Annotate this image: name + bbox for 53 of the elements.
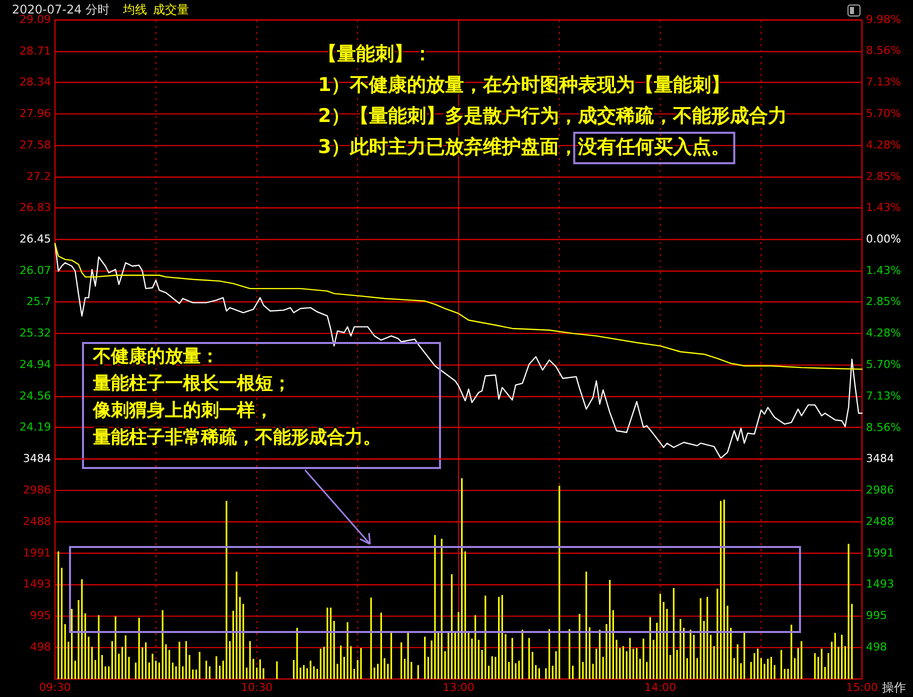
x-tick-label: 15:00 [846,681,878,694]
y-tick-label: 26.83 [20,200,51,214]
y2-tick-label: 4.28% [866,326,901,340]
text: 成交量 [153,2,190,16]
y-tick-label: 995 [30,609,51,622]
y-tick-label: 25.32 [20,326,51,340]
y2-tick-label: 0.00% [866,232,901,246]
x-tick-label: 13:00 [442,681,474,694]
y-tick-label: 2986 [23,483,51,496]
annotation: 量能柱子非常稀疏，不能形成合力。 [92,426,381,448]
y-tick-label: 2488 [23,514,51,528]
text: 操作 [882,680,906,694]
y2-tick-label: 498 [866,640,887,654]
y2-tick-label: 3484 [866,452,894,466]
y-tick-label: 24.19 [20,420,51,434]
y2-tick-label: 7.13% [866,389,901,402]
y-tick-label: 27.58 [20,138,51,152]
y2-tick-label: 995 [866,609,887,622]
text: 均线 [122,2,148,16]
y2-tick-label: 5.70% [866,358,901,371]
x-tick-label: 09:30 [39,681,71,694]
y-tick-label: 3484 [23,452,51,466]
y2-tick-label: 1.43% [866,201,901,214]
y2-tick-label: 5.70% [866,107,901,120]
y2-tick-label: 1493 [866,578,894,591]
y2-tick-label: 7.13% [866,76,901,89]
y2-tick-label: 4.28% [866,138,901,152]
y-tick-label: 28.34 [20,75,51,88]
y2-tick-label: 2.85% [866,170,901,183]
x-tick-label: 14:00 [644,681,676,694]
y2-tick-label: 2488 [866,514,894,528]
y-tick-label: 1493 [23,578,51,591]
y-tick-label: 28.71 [20,44,51,58]
y-tick-label: 24.56 [20,390,51,403]
y2-tick-label: 2.85% [866,295,901,308]
y2-tick-label: 8.56% [866,44,901,58]
y2-tick-label: 1.43% [866,264,901,277]
y-tick-label: 1991 [23,546,51,560]
y2-tick-label: 9.98% [866,13,901,26]
y2-tick-label: 1991 [866,546,894,560]
y-tick-label: 27.2 [26,170,51,184]
y-tick-label: 498 [30,640,51,654]
annotation: 像刺猬身上的刺一样， [92,400,273,421]
y2-tick-label: 2986 [866,483,894,496]
y-tick-label: 27.96 [20,106,51,120]
y-tick-label: 25.7 [26,294,51,308]
y2-tick-label: 8.56% [866,420,901,434]
x-tick-label: 10:30 [240,681,273,694]
annotation: 量能柱子一根长一根短； [92,372,291,394]
y-tick-label: 24.94 [20,358,51,372]
y-tick-label: 26.45 [20,232,51,246]
annotation: 不健康的放量： [92,346,219,367]
y-tick-label: 26.07 [20,264,51,278]
